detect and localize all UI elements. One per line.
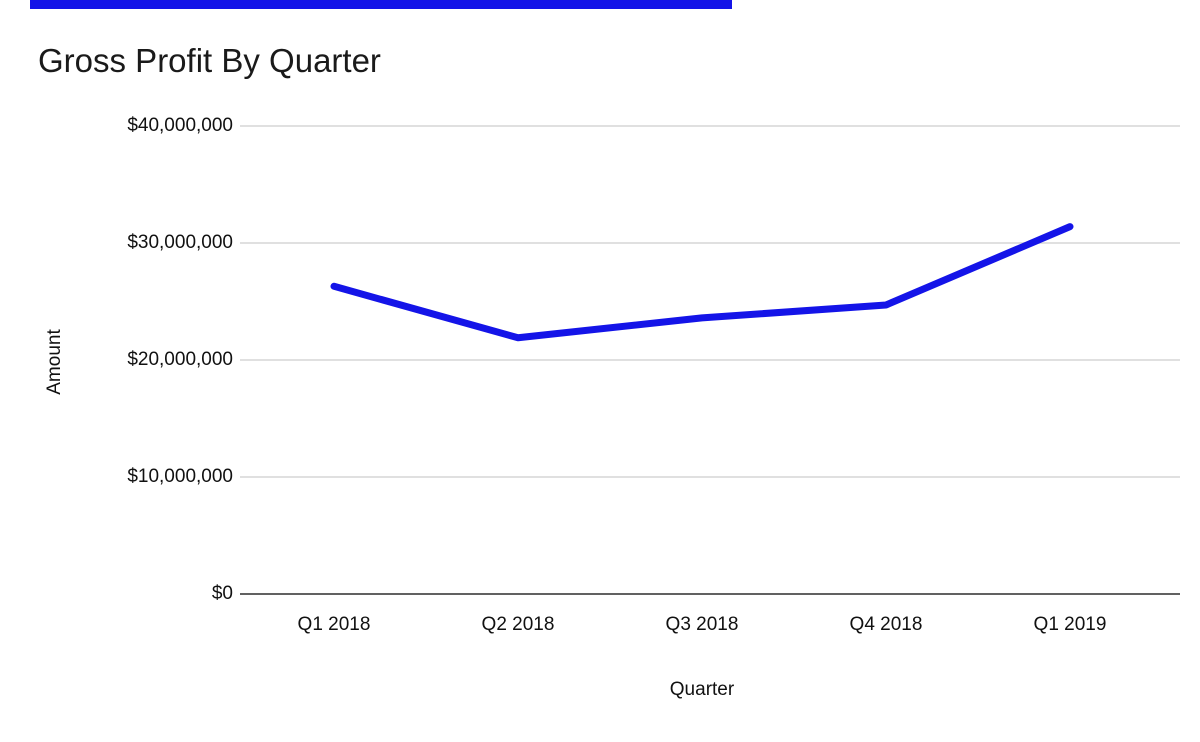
gross-profit-line [330,223,1074,342]
x-axis-tick-label: Q1 2019 [1033,614,1107,635]
y-axis-tick-label: $40,000,000 [127,115,233,136]
x-axis-title: Quarter [669,679,735,700]
top-blue-strip [30,0,732,9]
x-axis-tick-label: Q1 2018 [297,614,371,635]
y-axis-tick-label: $30,000,000 [127,232,233,253]
y-axis-tick-label: $20,000,000 [127,349,233,370]
chart-title: Gross Profit By Quarter [38,42,381,79]
x-axis-tick-label: Q2 2018 [481,614,555,635]
x-axis-tick-label: Q4 2018 [849,614,923,635]
y-axis-tick-label: $0 [211,583,233,604]
x-axis-tick-label: Q3 2018 [665,614,739,635]
y-axis-title: Amount [44,329,65,395]
y-axis-tick-label: $10,000,000 [127,466,233,487]
